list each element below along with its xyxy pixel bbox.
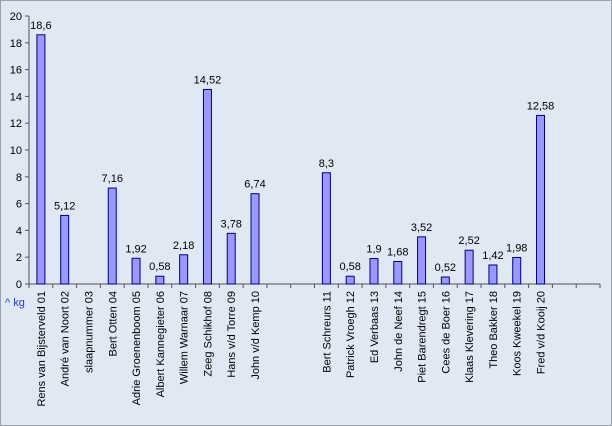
bar [512,256,522,285]
x-category-label: Albert Kannegieter 06 [155,291,167,397]
y-tick-label: 0 [16,279,22,291]
bar-value-label: 0,58 [149,261,170,273]
bar [464,249,474,285]
y-tick-label: 20 [10,11,22,23]
bar-value-label: 8,3 [319,158,334,170]
bar-value-label: 14,52 [194,74,222,86]
bar [250,193,260,285]
bar-value-label: 3,52 [411,222,432,234]
bar-value-label: 1,9 [366,244,381,256]
bar [321,172,331,285]
bar-value-label: 1,42 [482,250,503,262]
bar [202,88,212,285]
bar [488,264,498,285]
x-category-label: Willem Warnaar 07 [179,291,191,384]
x-category-label: Cees de Boer 16 [440,291,452,374]
y-tick-label: 16 [10,65,22,77]
bar-value-label: 6,74 [244,179,265,191]
plot-area: 0 2 4 6 8 10 12 14 16 18 20 18,6 Rens van Bijstervel… [10,11,601,407]
bar [369,258,379,285]
x-category-label: Adrie Groenenboom 05 [131,291,143,405]
y-tick-label: 14 [10,91,22,103]
bar [345,275,355,285]
bar [155,275,165,285]
bar [36,34,46,285]
bar [60,214,70,285]
bar-value-label: 1,98 [506,242,527,254]
bar-value-label: 3,78 [221,218,242,230]
x-category-label: Koos Kweekel 19 [512,291,524,376]
x-category-label: Rens van Bijsterveld 01 [36,291,48,407]
bar [179,254,189,285]
bar-value-label: 12,58 [527,100,555,112]
bar-value-label: 18,6 [30,20,51,32]
y-axis-unit-label: ^ kg [5,297,25,309]
bar [417,236,427,285]
plot-background [29,16,600,284]
bar-value-label: 2,52 [458,235,479,247]
bar-value-label: 1,68 [387,246,408,258]
y-tick-label: 10 [10,145,22,157]
bar-value-label: 0,52 [435,262,456,274]
y-tick-label: 8 [16,172,22,184]
x-category-label: John v/d Kemp 10 [250,291,262,380]
x-category-label: Hans v/d Torre 09 [226,291,238,378]
x-category-label: Theo Bakker 18 [488,291,500,369]
x-category-label: Klaas Klevering 17 [464,291,476,383]
bar [393,260,403,285]
bar-value-label: 1,92 [125,243,146,255]
bar-value-label: 0,58 [339,261,360,273]
bar [131,257,141,285]
bar-value-label: 5,12 [54,200,75,212]
y-tick-label: 12 [10,118,22,130]
x-category-label: Piet Barendregt 15 [417,291,429,383]
y-tick-label: 2 [16,252,22,264]
bar [226,232,236,285]
x-category-label: John de Neef 14 [393,291,405,372]
bar [536,114,546,285]
bar-value-label: 7,16 [102,173,123,185]
x-category-label: Bert Schreurs 11 [321,291,333,373]
x-category-label: slaapnummer 03 [83,291,95,373]
bar [107,187,117,285]
x-category-label: Fred v/d Kooij 20 [536,291,548,374]
y-tick-label: 4 [16,225,22,237]
x-category-label: Bert Otten 04 [107,291,119,356]
x-category-label: Ed Verbaas 13 [369,291,381,363]
y-tick-label: 6 [16,199,22,211]
x-category-label: André van Noort 02 [60,291,72,386]
x-category-label: Zeeg Schikhof 08 [202,291,214,377]
bar-value-label: 2,18 [173,240,194,252]
y-tick-label: 18 [10,38,22,50]
bar [440,276,450,285]
x-category-label: Patrick Vroegh 12 [345,291,357,378]
